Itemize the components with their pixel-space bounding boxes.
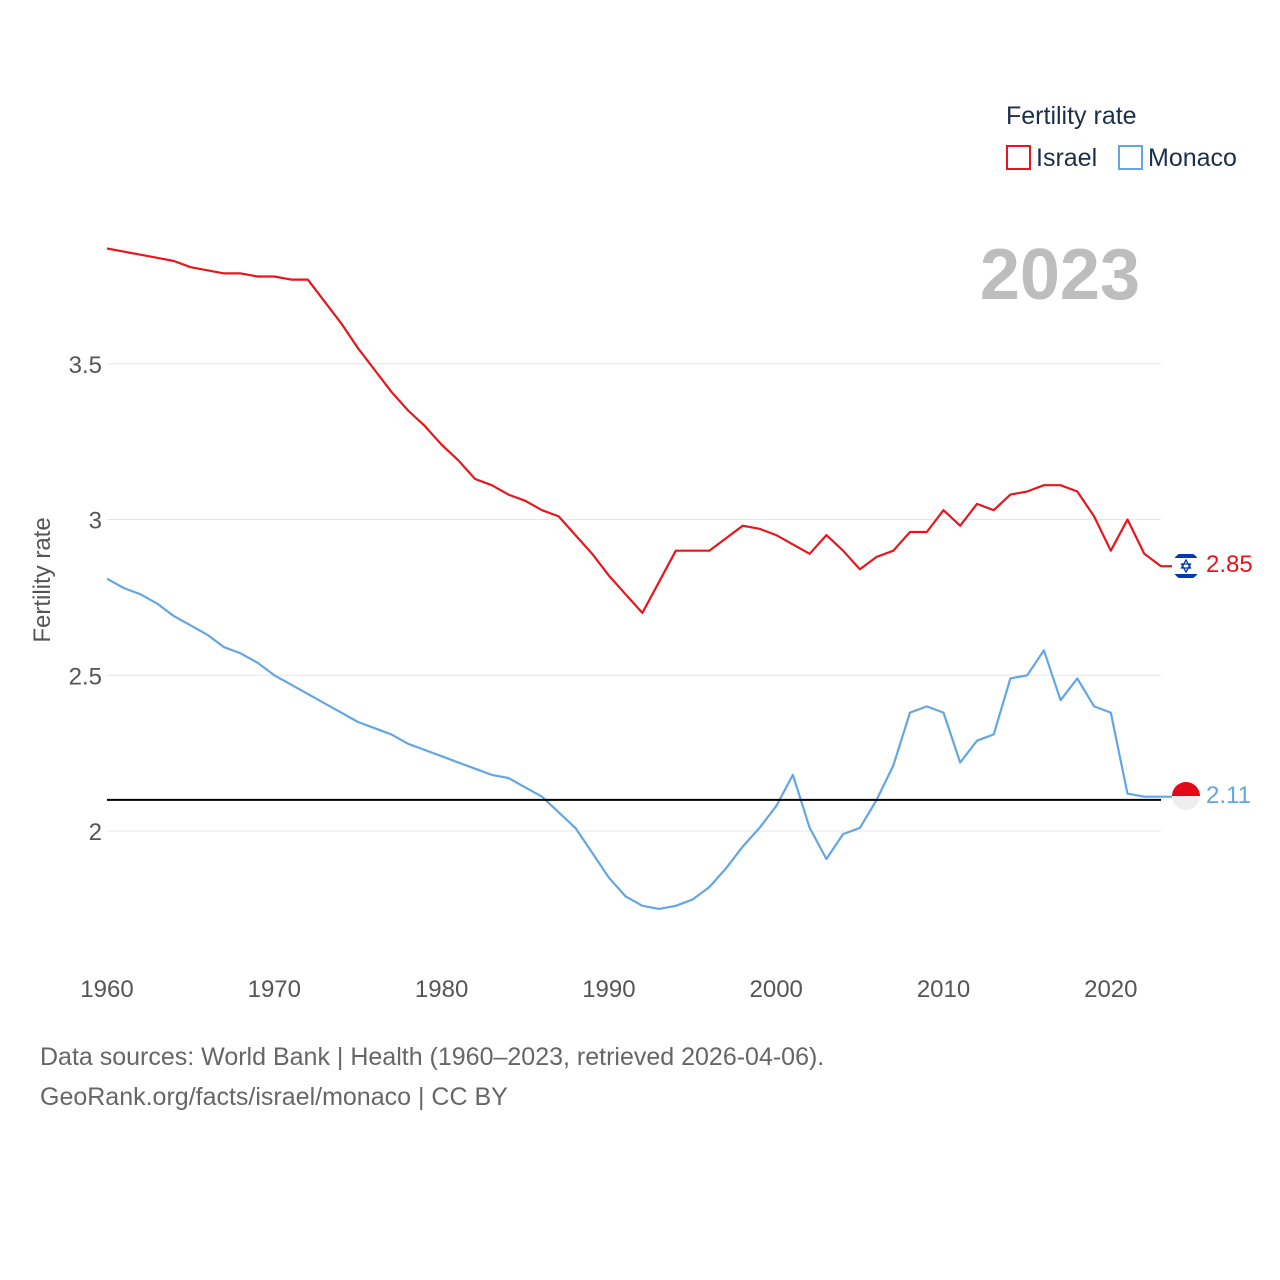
y-tick-label-1: 2.5 [69,663,102,690]
y-tick-label-3: 3.5 [69,352,102,379]
legend-title: Fertility rate [1006,102,1137,130]
x-tick-label-3: 1990 [582,976,635,1003]
legend-item-israel[interactable]: Israel [1006,144,1097,172]
legend-label-monaco: Monaco [1148,144,1237,172]
legend: Fertility rate Israel Monaco [1006,102,1237,172]
monaco-end-value: 2.11 [1206,782,1251,809]
legend-swatch-israel [1006,145,1031,170]
x-tick-label-6: 2020 [1084,976,1137,1003]
footer-sources: Data sources: World Bank | Health (1960–… [40,1043,825,1071]
series-lines [106,247,1172,911]
israel-end-value: 2.85 [1206,551,1253,578]
x-axis: 1960 1970 1980 1990 2000 2010 2020 [80,976,1137,1003]
y-tick-label-2: 3 [89,508,102,535]
grid [107,363,1161,832]
series-line-israel [106,247,1172,615]
series-line-monaco [106,577,1172,911]
legend-label-israel: Israel [1036,144,1097,172]
y-axis: 2 2.5 3 3.5 [69,352,102,846]
footer-credit[interactable]: GeoRank.org/facts/israel/monaco | CC BY [40,1083,508,1111]
x-tick-label-5: 2010 [917,976,970,1003]
x-tick-label-0: 1960 [80,976,133,1003]
legend-swatch-monaco [1118,145,1143,170]
x-tick-label-4: 2000 [750,976,803,1003]
monaco-flag-icon [1172,782,1200,810]
legend-item-monaco[interactable]: Monaco [1118,144,1237,172]
year-label: 2023 [980,235,1140,315]
x-tick-label-2: 1980 [415,976,468,1003]
y-tick-label-0: 2 [89,819,102,846]
israel-flag-icon [1172,552,1200,580]
y-axis-label: Fertility rate [29,517,56,642]
chart: 2 2.5 3 3.5 1960 1970 1980 1990 2000 2010 2020 Fe… [29,102,1253,1003]
x-tick-label-1: 1970 [248,976,301,1003]
end-markers: 2.85 2.11 [1172,551,1253,810]
